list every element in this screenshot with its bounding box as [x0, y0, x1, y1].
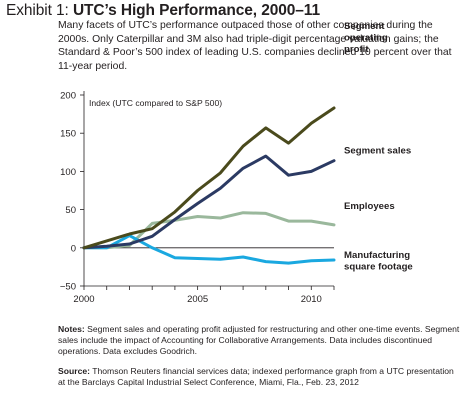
y-tick-label: 100	[60, 167, 76, 178]
series-label-manufacturing-square-footage: Manufacturing square footage	[344, 250, 413, 272]
chart-title: Exhibit 1: UTC’s High Performance, 2000–…	[6, 2, 320, 20]
x-tick-label: 2000	[73, 294, 94, 305]
intro-paragraph: Many facets of UTC’s performance outpace…	[58, 20, 452, 72]
y-tick-label: 200	[60, 91, 76, 102]
series-line-segment-operating-profit	[82, 106, 336, 250]
series-label-segment-sales: Segment sales	[344, 146, 411, 157]
series-line-manufacturing-square-footage	[82, 234, 336, 265]
x-tick-label: 2010	[301, 294, 322, 305]
source-label: Source:	[58, 366, 90, 376]
title-text: UTC’s High Performance, 2000–11	[72, 2, 320, 19]
series-label-segment-operating-profit: Segment operating profit	[344, 21, 388, 55]
series-line-segment-sales	[82, 154, 336, 250]
source-paragraph: Source: Thomson Reuters financial servic…	[58, 366, 463, 388]
y-tick-label: 50	[65, 205, 76, 216]
y-axis-label: Index (UTC compared to S&P 500)	[89, 98, 222, 108]
y-tick-label: 0	[71, 243, 76, 254]
y-tick-label: 150	[60, 129, 76, 140]
notes-paragraph: Notes: Segment sales and operating profi…	[58, 324, 463, 358]
source-text: Thomson Reuters financial services data;…	[58, 366, 454, 388]
x-tick-label: 2005	[187, 294, 208, 305]
notes-text: Segment sales and operating profit adjus…	[58, 324, 460, 357]
series-line-employees	[82, 211, 336, 250]
title-exhibit-number: Exhibit 1:	[6, 2, 73, 19]
notes-label: Notes:	[58, 324, 85, 334]
series-label-employees: Employees	[344, 201, 395, 212]
y-tick-label: −50	[60, 282, 76, 293]
